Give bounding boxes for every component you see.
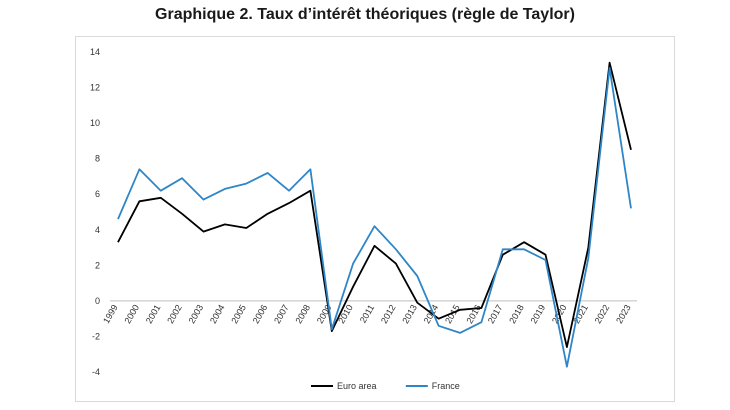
- y-axis-ticks: -4 -2 0 2 4 6 8 10 12 14: [90, 47, 100, 377]
- y-tick-label: 4: [95, 225, 100, 235]
- y-tick-label: 14: [90, 47, 100, 57]
- x-tick-label: 1999: [101, 303, 120, 325]
- x-tick-label: 2012: [379, 303, 398, 325]
- x-tick-label: 2003: [187, 303, 206, 325]
- x-tick-label: 2004: [208, 303, 227, 325]
- chart-title: Graphique 2. Taux d’intérêt théoriques (…: [155, 6, 575, 23]
- x-tick-label: 2023: [614, 303, 633, 325]
- x-tick-label: 2002: [165, 303, 184, 325]
- x-tick-label: 2011: [358, 303, 376, 325]
- x-tick-label: 2008: [293, 303, 312, 325]
- y-tick-label: -2: [92, 331, 100, 341]
- series-lines: [117, 61, 632, 368]
- y-tick-label: 8: [95, 154, 100, 164]
- chart-panel: -4 -2 0 2 4 6 8 10 12 14 1999 2000 2001 2002 2003 2004…: [75, 36, 675, 402]
- x-tick-label: 2013: [400, 303, 419, 325]
- line-chart: -4 -2 0 2 4 6 8 10 12 14 1999 2000 2001 2002 2003 2004…: [90, 47, 637, 391]
- y-tick-label: 2: [95, 260, 100, 270]
- x-tick-label: 2005: [229, 303, 248, 325]
- y-tick-label: -4: [92, 367, 100, 377]
- y-tick-label: 12: [90, 83, 100, 93]
- series-line-france: [117, 67, 632, 368]
- series-line-euro-area: [117, 61, 632, 349]
- legend: Euro area France: [311, 381, 460, 391]
- x-tick-label: 2022: [593, 303, 612, 325]
- legend-label: France: [432, 381, 460, 391]
- x-tick-label: 2001: [144, 303, 163, 325]
- x-tick-label: 2006: [251, 303, 270, 325]
- y-tick-label: 10: [90, 118, 100, 128]
- legend-label: Euro area: [337, 381, 377, 391]
- x-tick-label: 2019: [529, 303, 548, 325]
- x-tick-label: 2007: [272, 303, 291, 325]
- x-tick-label: 2000: [122, 303, 141, 325]
- x-tick-label: 2017: [486, 303, 505, 325]
- y-tick-label: 0: [95, 296, 100, 306]
- x-tick-label: 2018: [507, 303, 526, 325]
- x-axis-ticks: 1999 2000 2001 2002 2003 2004 2005 2006 2007 2008…: [101, 303, 633, 325]
- x-tick-label: 2015: [443, 303, 462, 325]
- y-tick-label: 6: [95, 189, 100, 199]
